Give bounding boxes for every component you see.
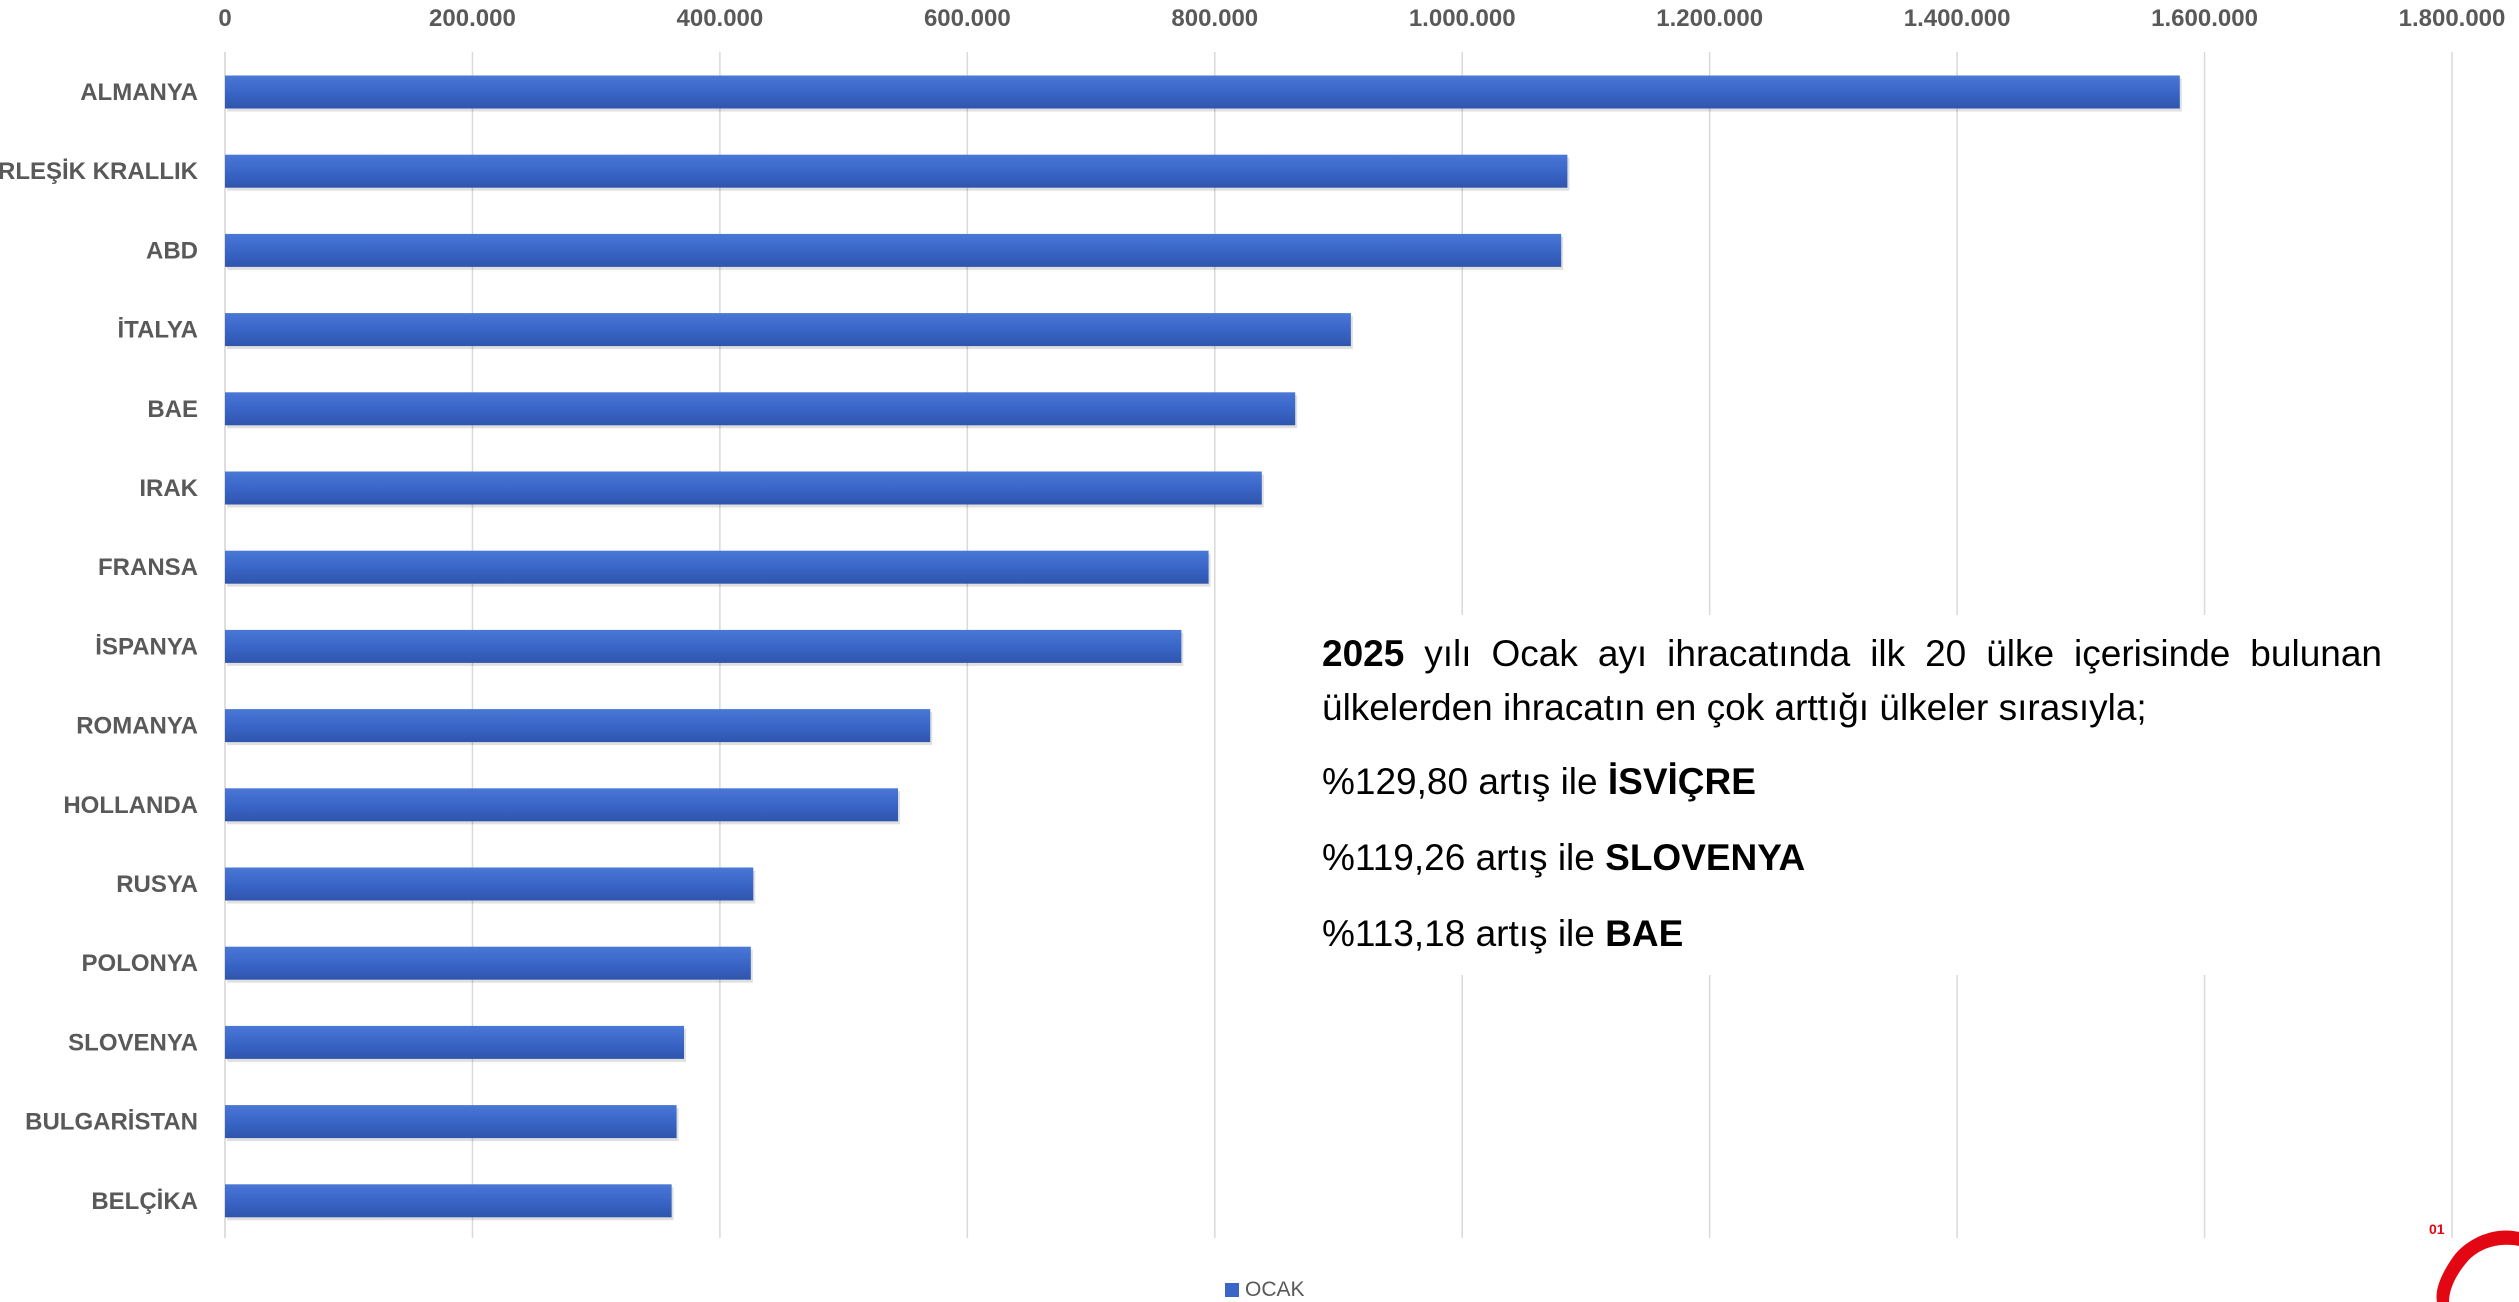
increase-country: SLOVENYA	[1605, 837, 1806, 878]
increase-pct: %119,26 artış ile	[1322, 837, 1606, 878]
brand-logo: 01	[2429, 1221, 2519, 1302]
x-tick-label: 1.400.000	[1904, 5, 2011, 32]
x-tick-label: 1.200.000	[1656, 5, 1763, 32]
category-labels: ALMANYA BİRLEŞİK KRALLIK ABD İTALYA BAE IRAK F…	[0, 79, 199, 1215]
bar	[225, 1184, 672, 1218]
legend: OCAK	[1225, 1278, 1305, 1302]
bar	[225, 471, 1262, 505]
annotation-box: 2025 yılı Ocak ayı ihracatında ilk 20 ül…	[1310, 615, 2394, 975]
annotation-year: 2025	[1322, 633, 1405, 674]
bar	[225, 1105, 677, 1139]
bar	[225, 1025, 685, 1059]
annotation-increase-3: %113,18 artış ile BAE	[1322, 907, 2382, 961]
bar	[225, 233, 1562, 267]
legend-swatch	[1225, 1283, 1239, 1297]
category-label: ABD	[146, 237, 198, 264]
bar	[225, 629, 1182, 663]
category-label: HOLLANDA	[63, 792, 198, 819]
bar	[225, 392, 1296, 426]
x-tick-label: 1.000.000	[1409, 5, 1516, 32]
x-tick-label: 1.800.000	[2399, 5, 2506, 32]
category-label: ALMANYA	[80, 79, 198, 106]
bar	[225, 709, 931, 743]
x-tick-label: 800.000	[1171, 5, 1258, 32]
increase-pct: %129,80 artış ile	[1322, 761, 1608, 802]
annotation-increase-1: %129,80 artış ile İSVİÇRE	[1322, 755, 2382, 809]
x-tick-label: 600.000	[924, 5, 1011, 32]
logo-text: 01	[2429, 1221, 2445, 1237]
annotation-increase-2: %119,26 artış ile SLOVENYA	[1322, 831, 2382, 885]
x-axis-ticks: 0 200.000 400.000 600.000 800.000 1.000.000 1.…	[218, 5, 2505, 32]
category-label: ROMANYA	[76, 713, 198, 740]
category-label: BULGARİSTAN	[25, 1109, 198, 1136]
bar	[225, 154, 1568, 188]
bar	[225, 550, 1209, 584]
category-label: BAE	[147, 396, 198, 423]
category-label: RUSYA	[116, 871, 198, 898]
annotation-intro: 2025 yılı Ocak ayı ihracatında ilk 20 ül…	[1322, 627, 2382, 735]
category-label: POLONYA	[82, 950, 198, 977]
category-label: IRAK	[139, 475, 198, 502]
bar	[225, 946, 751, 980]
bars	[225, 75, 2182, 1221]
category-label: BİRLEŞİK KRALLIK	[0, 158, 199, 185]
bar	[225, 867, 754, 901]
bar	[225, 75, 2180, 109]
annotation-intro-text: yılı Ocak ayı ihracatında ilk 20 ülke iç…	[1322, 633, 2382, 728]
bar	[225, 313, 1351, 347]
category-label: SLOVENYA	[68, 1029, 198, 1056]
category-label: FRANSA	[98, 554, 198, 581]
legend-label: OCAK	[1245, 1278, 1305, 1301]
category-label: İTALYA	[118, 317, 198, 344]
x-tick-label: 200.000	[429, 5, 516, 32]
category-label: İSPANYA	[95, 633, 198, 660]
logo-swoosh	[2436, 1230, 2519, 1302]
x-tick-label: 1.600.000	[2151, 5, 2258, 32]
x-tick-label: 400.000	[677, 5, 764, 32]
category-label: BELÇİKA	[91, 1188, 198, 1215]
increase-country: BAE	[1605, 913, 1684, 954]
increase-country: İSVİÇRE	[1607, 761, 1756, 802]
x-tick-label: 0	[218, 5, 231, 32]
increase-pct: %113,18 artış ile	[1322, 913, 1606, 954]
bar	[225, 788, 899, 822]
